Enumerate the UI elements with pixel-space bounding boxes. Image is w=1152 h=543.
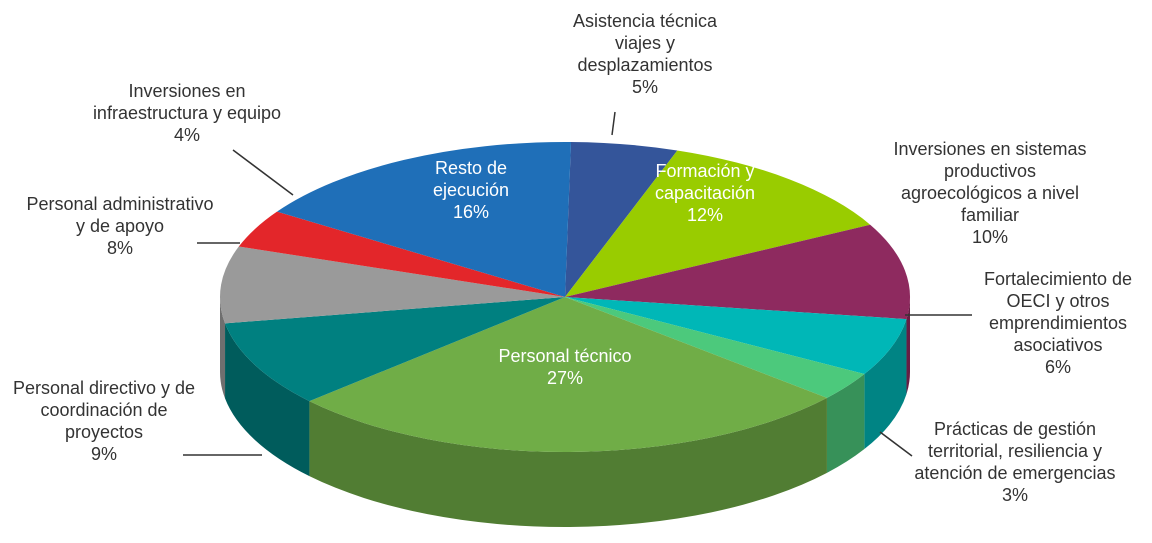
slice bbox=[238, 211, 566, 297]
slice bbox=[565, 297, 865, 398]
slice bbox=[309, 297, 827, 453]
slice-label: Personal técnico 27% bbox=[465, 345, 665, 389]
value-label: 12% bbox=[686, 205, 724, 225]
slice-side bbox=[309, 397, 827, 527]
value-label: 3% bbox=[1001, 485, 1028, 505]
value-label: 16% bbox=[452, 202, 490, 222]
leader-line bbox=[611, 111, 616, 136]
category-name: Personal técnico bbox=[498, 346, 632, 366]
value-label: 9% bbox=[90, 444, 117, 464]
category-name: Formación y capacitación bbox=[654, 161, 756, 203]
slice bbox=[220, 246, 565, 324]
category-name: Asistencia técnica viajes y desplazamien… bbox=[572, 11, 718, 75]
slice-side bbox=[225, 323, 310, 477]
slice-side bbox=[220, 297, 226, 399]
value-label: 8% bbox=[106, 238, 133, 258]
slice bbox=[565, 224, 910, 320]
category-name: Personal directivo y de coordinación de … bbox=[12, 378, 196, 442]
slice bbox=[565, 150, 871, 297]
slice-label: Personal directivo y de coordinación de … bbox=[4, 377, 204, 465]
value-label: 27% bbox=[546, 368, 584, 388]
slice bbox=[225, 297, 565, 402]
leader-line bbox=[232, 149, 294, 196]
value-label: 6% bbox=[1044, 357, 1071, 377]
slice-label: Fortalecimiento de OECI y otros emprendi… bbox=[963, 268, 1152, 378]
slice bbox=[565, 142, 678, 297]
slice bbox=[276, 142, 572, 297]
slice-side bbox=[864, 319, 907, 450]
category-name: Prácticas de gestión territorial, resili… bbox=[914, 419, 1116, 483]
value-label: 5% bbox=[631, 77, 658, 97]
slice-label: Personal administrativo y de apoyo 8% bbox=[20, 193, 220, 259]
slice-side bbox=[826, 374, 865, 473]
category-name: Resto de ejecución bbox=[432, 158, 510, 200]
slice-label: Prácticas de gestión territorial, resili… bbox=[905, 418, 1125, 506]
value-label: 10% bbox=[971, 227, 1009, 247]
slice-label: Inversiones en sistemas productivos agro… bbox=[885, 138, 1095, 248]
category-name: Inversiones en infraestructura y equipo bbox=[92, 81, 282, 123]
slice bbox=[565, 297, 907, 375]
slice-side bbox=[906, 297, 910, 395]
category-name: Fortalecimiento de OECI y otros emprendi… bbox=[983, 269, 1133, 355]
category-name: Inversiones en sistemas productivos agro… bbox=[893, 139, 1087, 225]
leader-line bbox=[879, 431, 913, 457]
slice-label: Asistencia técnica viajes y desplazamien… bbox=[558, 10, 733, 98]
category-name: Personal administrativo y de apoyo bbox=[26, 194, 214, 236]
slice-label: Resto de ejecución 16% bbox=[411, 157, 531, 223]
value-label: 4% bbox=[173, 125, 200, 145]
slice-label: Formación y capacitación 12% bbox=[630, 160, 780, 226]
slice-label: Inversiones en infraestructura y equipo 4… bbox=[92, 80, 282, 146]
